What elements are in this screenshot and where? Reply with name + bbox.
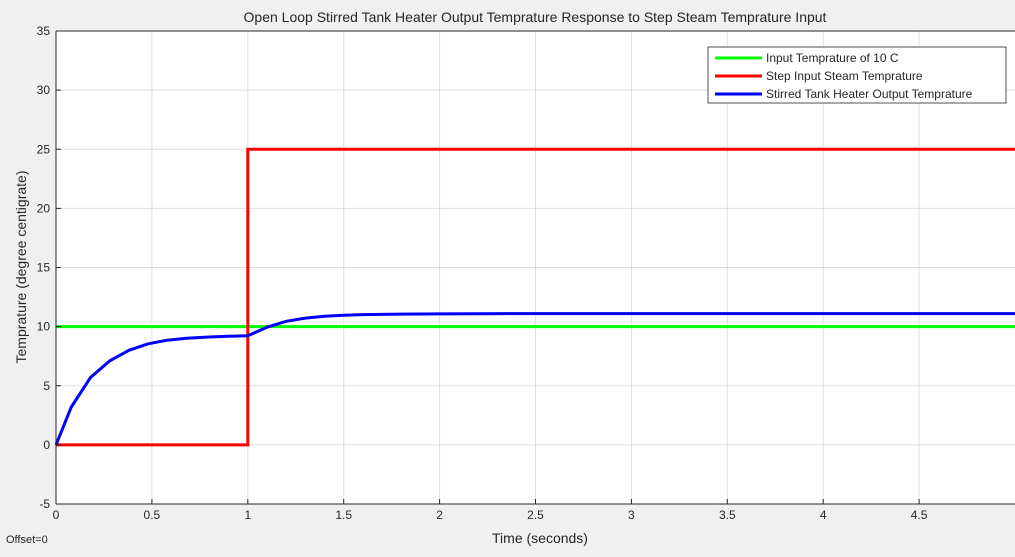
x-tick-label: 4.5 bbox=[911, 508, 928, 522]
legend-entries: Input Temprature of 10 C Step Input Steam… bbox=[715, 51, 973, 101]
legend-label: Stirred Tank Heater Output Temprature bbox=[766, 87, 973, 101]
legend-label: Input Temprature of 10 C bbox=[766, 51, 899, 65]
y-axis-label: Temprature (degree centigrate) bbox=[13, 171, 29, 364]
x-tick-label: 2 bbox=[436, 508, 443, 522]
y-tick-label: 0 bbox=[43, 438, 50, 452]
series-line bbox=[56, 147, 1015, 447]
x-tick-label: 0.5 bbox=[144, 508, 161, 522]
y-tick-label: 20 bbox=[37, 201, 51, 215]
x-tick-label: 3 bbox=[628, 508, 635, 522]
x-tick-label: 1.5 bbox=[335, 508, 352, 522]
y-tick-label: 15 bbox=[37, 261, 51, 275]
y-tick-label: 5 bbox=[43, 379, 50, 393]
x-tick-label: 4 bbox=[820, 508, 827, 522]
y-tick-label: 35 bbox=[37, 24, 51, 38]
legend-label: Step Input Steam Temprature bbox=[766, 69, 923, 83]
x-tick-label: 2.5 bbox=[527, 508, 544, 522]
x-tick-label: 1 bbox=[244, 508, 251, 522]
offset-label: Offset=0 bbox=[6, 534, 48, 546]
y-tick-label: 25 bbox=[37, 142, 51, 156]
y-tick-label: -5 bbox=[39, 497, 50, 511]
legend: Input Temprature of 10 C Step Input Steam… bbox=[707, 46, 1007, 104]
plot-area bbox=[56, 31, 1015, 504]
y-tick-label: 30 bbox=[37, 83, 51, 97]
series-line bbox=[54, 312, 1015, 446]
x-tick-label: 3.5 bbox=[719, 508, 736, 522]
x-axis-label: Time (seconds) bbox=[492, 530, 588, 546]
chart-title: Open Loop Stirred Tank Heater Output Tem… bbox=[244, 9, 827, 25]
y-tick-label: 10 bbox=[37, 320, 51, 334]
series-group bbox=[54, 147, 1015, 447]
x-tick-label: 0 bbox=[53, 508, 60, 522]
